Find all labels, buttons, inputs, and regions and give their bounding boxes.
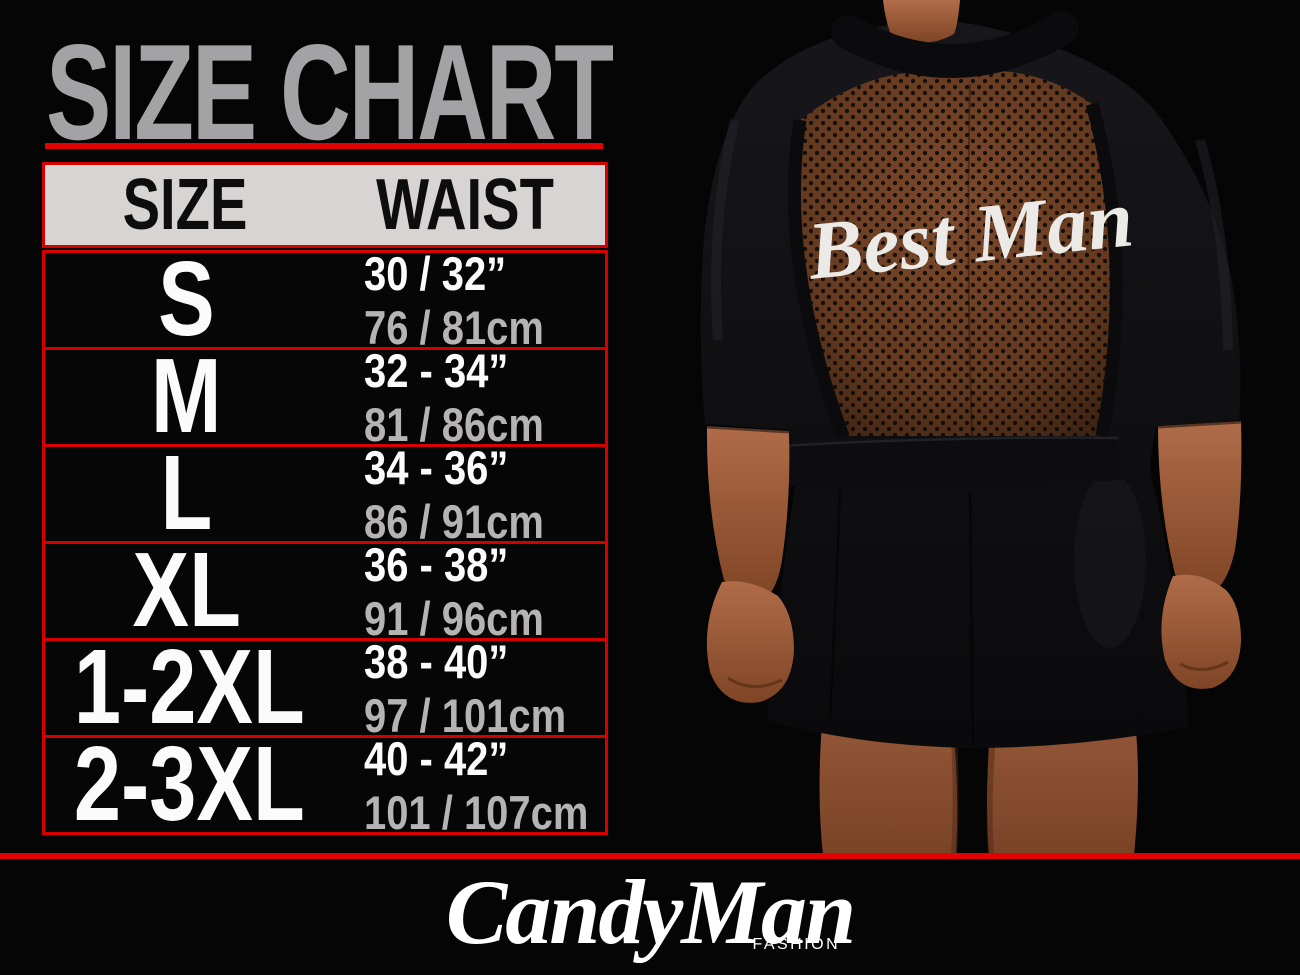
table-body: S 30 / 32” 76 / 81cm M 32 - 34” 81 / 86c… (42, 240, 608, 844)
waist-inches: 32 - 34” (364, 343, 509, 397)
robe-belt (778, 436, 1122, 488)
waist-cell: 34 - 36” 86 / 91cm (328, 444, 605, 545)
waist-cell: 38 - 40” 97 / 101cm (328, 638, 605, 739)
table-row-m: M 32 - 34” 81 / 86cm (42, 337, 608, 456)
waist-cell: 36 - 38” 91 / 96cm (328, 541, 605, 642)
waist-cm: 101 / 107cm (364, 785, 589, 839)
table-row-xl: XL 36 - 38” 91 / 96cm (42, 531, 608, 650)
waist-cell: 32 - 34” 81 / 86cm (328, 347, 605, 448)
waist-cm: 97 / 101cm (364, 688, 567, 742)
header-waist-label: WAIST (376, 165, 554, 245)
waist-inches: 36 - 38” (364, 537, 509, 591)
table-row-l: L 34 - 36” 86 / 91cm (42, 434, 608, 553)
skirt-seam (968, 491, 975, 747)
skirt-pleat (828, 489, 842, 719)
waist-cm: 81 / 86cm (364, 397, 544, 451)
waist-cm: 76 / 81cm (364, 300, 544, 354)
waist-cell: 30 / 32” 76 / 81cm (328, 250, 605, 351)
size-chart-table: SIZE WAIST S 30 / 32” 76 / 81cm M 32 - 3… (42, 162, 608, 844)
model-right-arm (1157, 420, 1242, 689)
size-cell: XL (132, 531, 241, 650)
brand-name: CandyMan (445, 861, 856, 963)
footer-divider (0, 853, 1300, 859)
waist-cm: 91 / 96cm (364, 591, 544, 645)
footer: CandyMan FASHION (0, 866, 1300, 958)
skirt-sheen (1074, 472, 1146, 648)
model-neck (883, 0, 960, 43)
table-row-1-2xl: 1-2XL 38 - 40” 97 / 101cm (42, 628, 608, 747)
sleeve-sheen (711, 118, 740, 341)
table-row-2-3xl: 2-3XL 40 - 42” 101 / 107cm (42, 725, 608, 844)
title-underline (45, 143, 603, 149)
size-cell: 2-3XL (73, 725, 305, 844)
size-cell: M (151, 337, 222, 456)
model-photo: Best Man (700, 0, 1242, 855)
waist-inches: 40 - 42” (364, 731, 509, 785)
robe-collar (831, 11, 1079, 78)
waist-inches: 34 - 36” (364, 440, 509, 494)
waist-cell: 40 - 42” 101 / 107cm (328, 735, 628, 836)
table-row-s: S 30 / 32” 76 / 81cm (42, 240, 608, 359)
waist-inches: 30 / 32” (364, 246, 507, 300)
size-cell: S (158, 240, 215, 359)
header-size-label: SIZE (122, 165, 248, 245)
model-left-arm (706, 425, 794, 703)
size-cell: L (160, 434, 213, 553)
waist-cm: 86 / 91cm (364, 494, 544, 548)
page-title: SIZE CHART (46, 16, 614, 168)
table-header-row: SIZE WAIST (42, 162, 608, 248)
size-cell: 1-2XL (73, 628, 305, 747)
sleeve-sheen (1195, 138, 1233, 351)
brand-fashion-label: FASHION (752, 936, 841, 953)
brand-logo: CandyMan FASHION (445, 861, 856, 963)
waist-inches: 38 - 40” (364, 634, 509, 688)
mesh-panel (787, 70, 1123, 439)
